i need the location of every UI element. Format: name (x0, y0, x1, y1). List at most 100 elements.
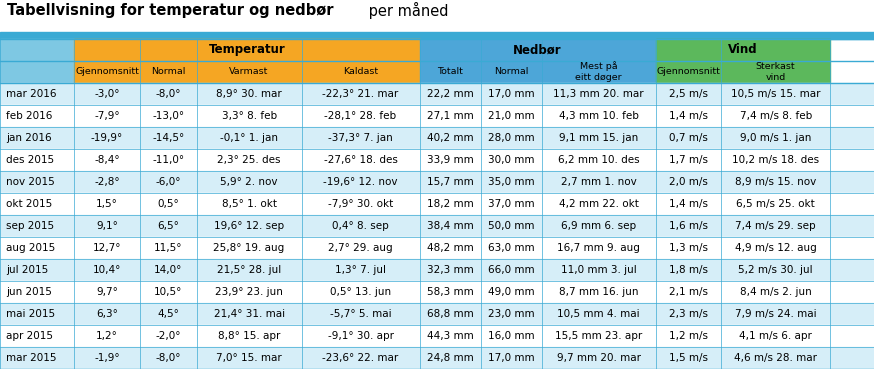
Bar (0, 325, 874, 347)
Text: -2,0°: -2,0° (156, 331, 181, 341)
Bar (0, 237, 874, 259)
Text: 8,4 m/s 2. jun: 8,4 m/s 2. jun (739, 287, 812, 297)
Bar (0, 32, 874, 39)
Text: 9,1 mm 15. jan: 9,1 mm 15. jan (559, 133, 638, 143)
Text: 1,5°: 1,5° (96, 199, 118, 209)
Text: mai 2015: mai 2015 (6, 309, 55, 319)
Text: 66,0 mm: 66,0 mm (488, 265, 535, 275)
Text: -8,0°: -8,0° (156, 353, 181, 363)
Text: 8,5° 1. okt: 8,5° 1. okt (222, 199, 276, 209)
Text: -8,4°: -8,4° (94, 155, 120, 165)
Text: 4,6 m/s 28. mar: 4,6 m/s 28. mar (734, 353, 817, 363)
Text: 7,4 m/s 29. sep: 7,4 m/s 29. sep (735, 221, 816, 231)
Text: 35,0 mm: 35,0 mm (488, 177, 535, 187)
Bar (0, 39, 74, 61)
Bar (656, 39, 830, 61)
Text: 9,0 m/s 1. jan: 9,0 m/s 1. jan (740, 133, 811, 143)
Bar (0, 259, 874, 281)
Text: -0,1° 1. jan: -0,1° 1. jan (220, 133, 278, 143)
Text: 0,7 m/s: 0,7 m/s (669, 133, 708, 143)
Text: 2,1 m/s: 2,1 m/s (669, 287, 708, 297)
Text: 4,9 m/s 12. aug: 4,9 m/s 12. aug (735, 243, 816, 253)
Text: 1,5 m/s: 1,5 m/s (669, 353, 708, 363)
Bar (0, 347, 874, 369)
Text: 21,0 mm: 21,0 mm (488, 111, 535, 121)
Text: Mest på
eitt døger: Mest på eitt døger (575, 61, 622, 82)
Text: 21,5° 28. jul: 21,5° 28. jul (217, 265, 281, 275)
Text: 2,3 m/s: 2,3 m/s (669, 309, 708, 319)
Text: 23,0 mm: 23,0 mm (488, 309, 535, 319)
Text: -7,9° 30. okt: -7,9° 30. okt (328, 199, 393, 209)
Text: 6,5°: 6,5° (157, 221, 179, 231)
Text: jun 2015: jun 2015 (6, 287, 52, 297)
Text: 25,8° 19. aug: 25,8° 19. aug (213, 243, 285, 253)
Text: nov 2015: nov 2015 (6, 177, 55, 187)
Text: 0,4° 8. sep: 0,4° 8. sep (332, 221, 389, 231)
Text: -22,3° 21. mar: -22,3° 21. mar (323, 89, 399, 99)
Bar (0, 127, 874, 149)
Text: 1,4 m/s: 1,4 m/s (669, 199, 708, 209)
Bar (0, 303, 874, 325)
Text: 1,3 m/s: 1,3 m/s (669, 243, 708, 253)
Text: 0,5° 13. jun: 0,5° 13. jun (330, 287, 391, 297)
Text: Temperatur: Temperatur (209, 43, 285, 56)
Text: 8,8° 15. apr: 8,8° 15. apr (218, 331, 281, 341)
Text: Normal: Normal (151, 67, 185, 76)
Text: 18,2 mm: 18,2 mm (427, 199, 474, 209)
Text: 1,7 m/s: 1,7 m/s (669, 155, 708, 165)
Text: Gjennomsnitt: Gjennomsnitt (656, 67, 720, 76)
Text: 7,0° 15. mar: 7,0° 15. mar (216, 353, 282, 363)
Text: 50,0 mm: 50,0 mm (488, 221, 535, 231)
Text: Totalt: Totalt (437, 67, 463, 76)
Text: 14,0°: 14,0° (154, 265, 183, 275)
Text: 2,5 m/s: 2,5 m/s (669, 89, 708, 99)
Text: 44,3 mm: 44,3 mm (427, 331, 474, 341)
Text: 58,3 mm: 58,3 mm (427, 287, 474, 297)
Text: 9,7°: 9,7° (96, 287, 118, 297)
Text: 6,2 mm 10. des: 6,2 mm 10. des (558, 155, 640, 165)
Text: Tabellvisning for temperatur og nedbør: Tabellvisning for temperatur og nedbør (7, 3, 334, 18)
Text: -13,0°: -13,0° (152, 111, 184, 121)
Bar (74, 39, 420, 61)
Text: 9,1°: 9,1° (96, 221, 118, 231)
Text: -19,9°: -19,9° (91, 133, 123, 143)
Bar (721, 61, 830, 83)
Text: 10,2 m/s 18. des: 10,2 m/s 18. des (732, 155, 819, 165)
Text: -37,3° 7. jan: -37,3° 7. jan (328, 133, 393, 143)
Text: 16,7 mm 9. aug: 16,7 mm 9. aug (558, 243, 640, 253)
Text: 33,9 mm: 33,9 mm (427, 155, 474, 165)
Text: 63,0 mm: 63,0 mm (488, 243, 535, 253)
Text: 15,5 mm 23. apr: 15,5 mm 23. apr (555, 331, 642, 341)
Text: 2,7° 29. aug: 2,7° 29. aug (329, 243, 392, 253)
Text: 4,3 mm 10. feb: 4,3 mm 10. feb (558, 111, 639, 121)
Text: 40,2 mm: 40,2 mm (427, 133, 474, 143)
Text: -7,9°: -7,9° (94, 111, 120, 121)
Bar (656, 61, 721, 83)
Text: 2,3° 25. des: 2,3° 25. des (218, 155, 281, 165)
Text: des 2015: des 2015 (6, 155, 54, 165)
Text: 6,9 mm 6. sep: 6,9 mm 6. sep (561, 221, 636, 231)
Text: Vind: Vind (728, 43, 758, 56)
Text: 2,7 mm 1. nov: 2,7 mm 1. nov (561, 177, 636, 187)
Text: 16,0 mm: 16,0 mm (488, 331, 535, 341)
Bar (0, 149, 874, 171)
Text: 1,3° 7. jul: 1,3° 7. jul (335, 265, 386, 275)
Text: 21,4° 31. mai: 21,4° 31. mai (213, 309, 285, 319)
Text: 24,8 mm: 24,8 mm (427, 353, 474, 363)
Text: 11,5°: 11,5° (154, 243, 183, 253)
Bar (0, 105, 874, 127)
Text: Varmast: Varmast (229, 67, 269, 76)
Text: 12,7°: 12,7° (93, 243, 121, 253)
Text: per måned: per måned (364, 2, 448, 19)
Text: mar 2016: mar 2016 (6, 89, 57, 99)
Text: 15,7 mm: 15,7 mm (427, 177, 474, 187)
Text: -6,0°: -6,0° (156, 177, 181, 187)
Text: 17,0 mm: 17,0 mm (488, 353, 535, 363)
Bar (197, 61, 302, 83)
Text: Kaldast: Kaldast (343, 67, 378, 76)
Bar (302, 61, 420, 83)
Text: 19,6° 12. sep: 19,6° 12. sep (214, 221, 284, 231)
Text: -27,6° 18. des: -27,6° 18. des (323, 155, 398, 165)
Text: 22,2 mm: 22,2 mm (427, 89, 474, 99)
Text: 7,9 m/s 24. mai: 7,9 m/s 24. mai (735, 309, 816, 319)
